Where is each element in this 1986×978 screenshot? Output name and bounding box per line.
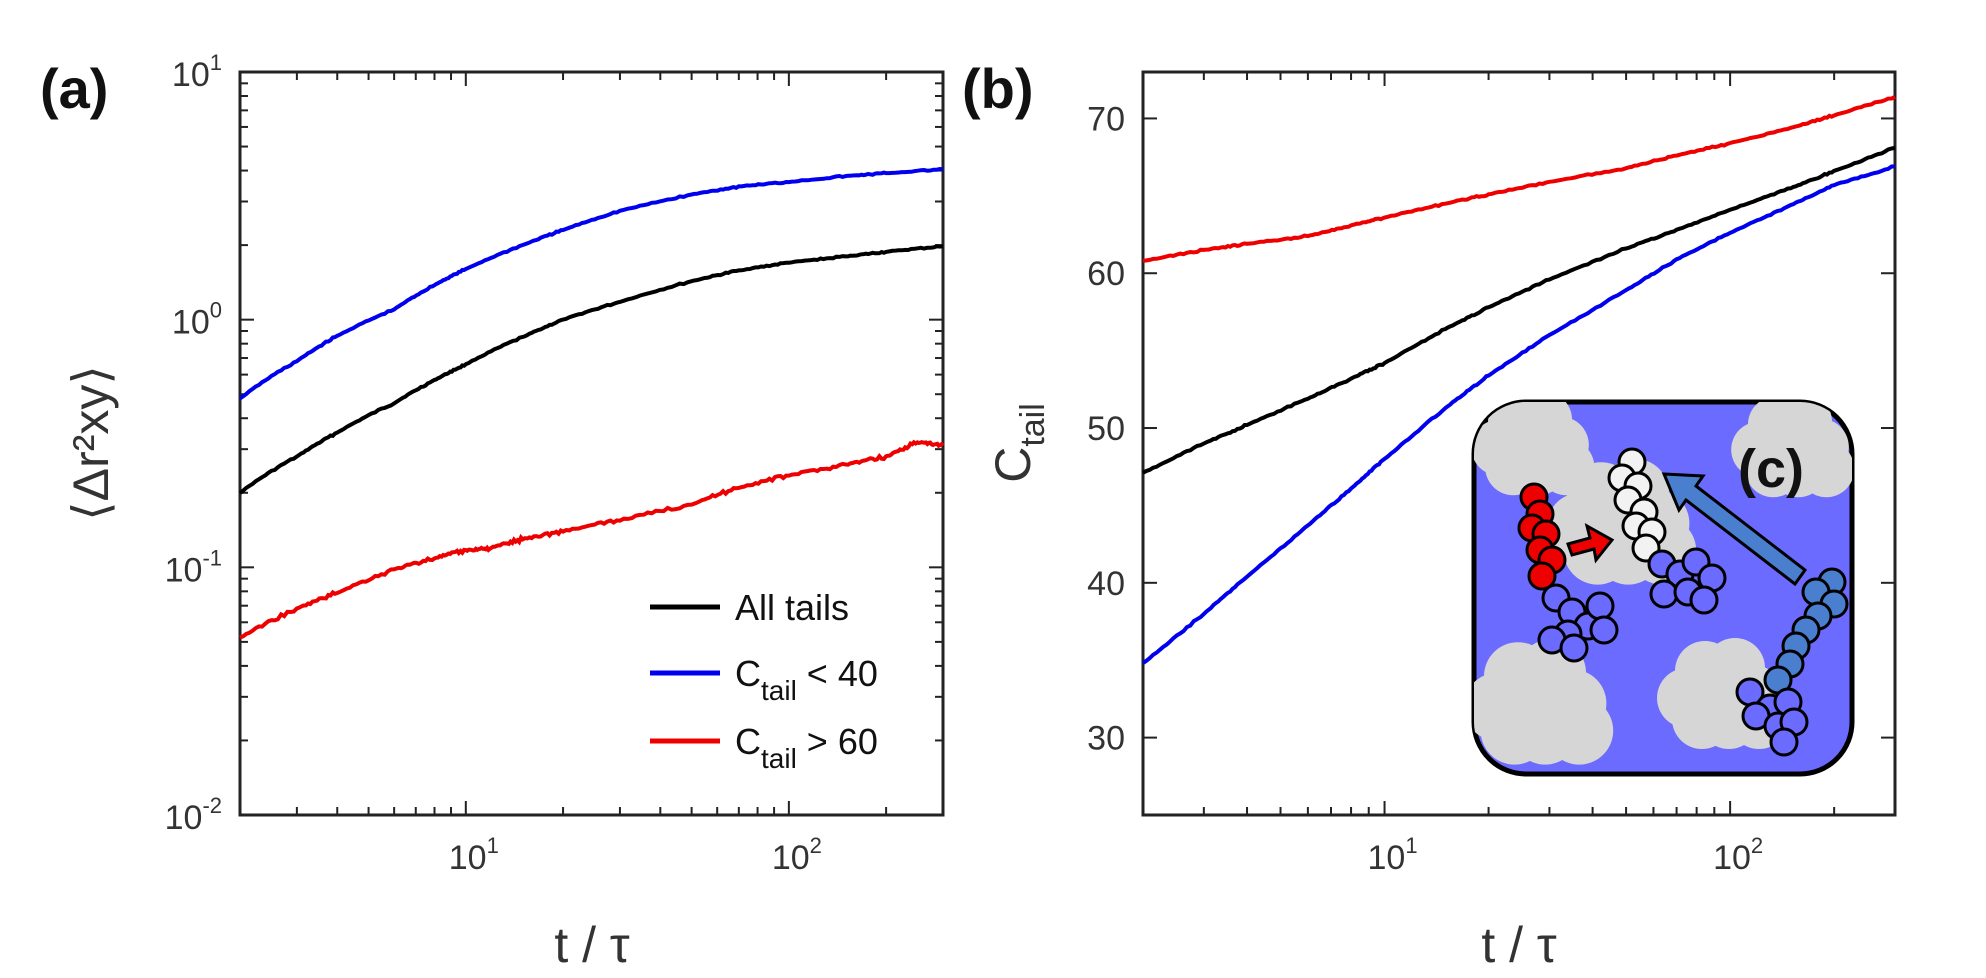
series-ctail-lt-40-line — [238, 166, 944, 401]
cloud-blob — [1745, 441, 1802, 498]
bead — [1559, 633, 1589, 663]
cloud-blob — [1798, 441, 1852, 498]
legend-entry: Ctail < 40 — [735, 653, 878, 706]
panel-a-ylabel: ⟨Δr²xy⟩ — [63, 365, 119, 521]
panel-b-tick-labels: 101 102 30 40 50 60 70 — [1087, 100, 1763, 877]
panel-a-ylabel-text: ⟨Δr²xy⟩ — [63, 365, 119, 521]
legend-entry: All tails — [735, 587, 849, 628]
panel-b-label: (b) — [962, 57, 1034, 120]
y-tick-label: 10-2 — [165, 793, 222, 837]
panel-c-label: (c) — [1738, 439, 1804, 499]
bead — [1649, 579, 1679, 609]
panel-b-ylabel: Ctail — [985, 403, 1052, 483]
cloud-blob — [1484, 642, 1552, 711]
y-tick-label: 30 — [1087, 720, 1125, 758]
cloud-blob — [1748, 402, 1804, 453]
series-ctail-lt-40-line — [1141, 164, 1896, 665]
y-tick-label: 60 — [1087, 255, 1125, 293]
series-all-tails-line — [1142, 145, 1896, 475]
panel-a-series — [238, 166, 945, 640]
cloud-blob — [1545, 696, 1614, 765]
cloud-blob — [1675, 641, 1735, 701]
panel-b-ylabel-sub: tail — [1014, 403, 1052, 446]
panel-a-tick-labels: 101 102 10-2 10-1 100 101 — [165, 50, 822, 877]
bead — [1585, 591, 1615, 621]
panel-b-series — [1141, 95, 1896, 665]
bead — [1527, 561, 1557, 591]
panel-a-xlabel: t / τ — [554, 917, 630, 973]
panel-a-plot: 101 102 10-2 10-1 100 101 ⟨Δr²xy⟩ t / τ All t… — [63, 50, 945, 973]
panel-a-ticks — [239, 72, 944, 816]
panel-a-label: (a) — [40, 57, 108, 120]
panel-b-ylabel-main: C — [985, 447, 1041, 483]
svg-text:⟨Δr²xy⟩: ⟨Δr²xy⟩ — [63, 365, 119, 521]
x-tick-label: 102 — [772, 833, 822, 877]
x-tick-label: 101 — [1368, 833, 1418, 877]
x-tick-label: 101 — [449, 833, 499, 877]
red-arrow-icon — [1566, 522, 1615, 564]
panel-a-frame — [238, 70, 945, 817]
inset-beads — [1517, 447, 1849, 757]
y-tick-label: 70 — [1087, 100, 1125, 138]
panel-b-plot: 101 102 30 40 50 60 70 Ctail t / τ (c) — [985, 70, 1897, 973]
bead — [1689, 585, 1719, 615]
blue-arrow-icon — [1661, 472, 1808, 587]
svg-text:Ctail: Ctail — [985, 403, 1052, 483]
legend-entry: Ctail > 60 — [735, 721, 878, 774]
x-tick-label: 102 — [1713, 833, 1763, 877]
y-tick-label: 100 — [172, 298, 222, 342]
series-ctail-gt-60-line — [1142, 95, 1896, 263]
bead — [1769, 727, 1799, 757]
panel-b-frame — [1141, 70, 1897, 817]
panel-a-legend: All tails Ctail < 40 Ctail > 60 — [650, 587, 878, 774]
series-all-tails-line — [238, 244, 944, 495]
y-tick-label: 101 — [172, 50, 222, 94]
cloud-blob — [1485, 439, 1542, 496]
cloud-blob — [1672, 689, 1732, 749]
series-ctail-gt-60-line — [239, 439, 945, 640]
panel-b-ticks — [1142, 72, 1896, 815]
y-tick-label: 10-1 — [165, 545, 222, 589]
inset-c: (c) — [1471, 399, 1855, 777]
cloud-blob — [1488, 402, 1544, 451]
panel-b-xlabel: t / τ — [1481, 917, 1557, 973]
bead — [1589, 615, 1619, 645]
y-tick-label: 40 — [1087, 565, 1125, 603]
cloud-blob — [1480, 696, 1549, 765]
y-tick-label: 50 — [1087, 410, 1125, 448]
